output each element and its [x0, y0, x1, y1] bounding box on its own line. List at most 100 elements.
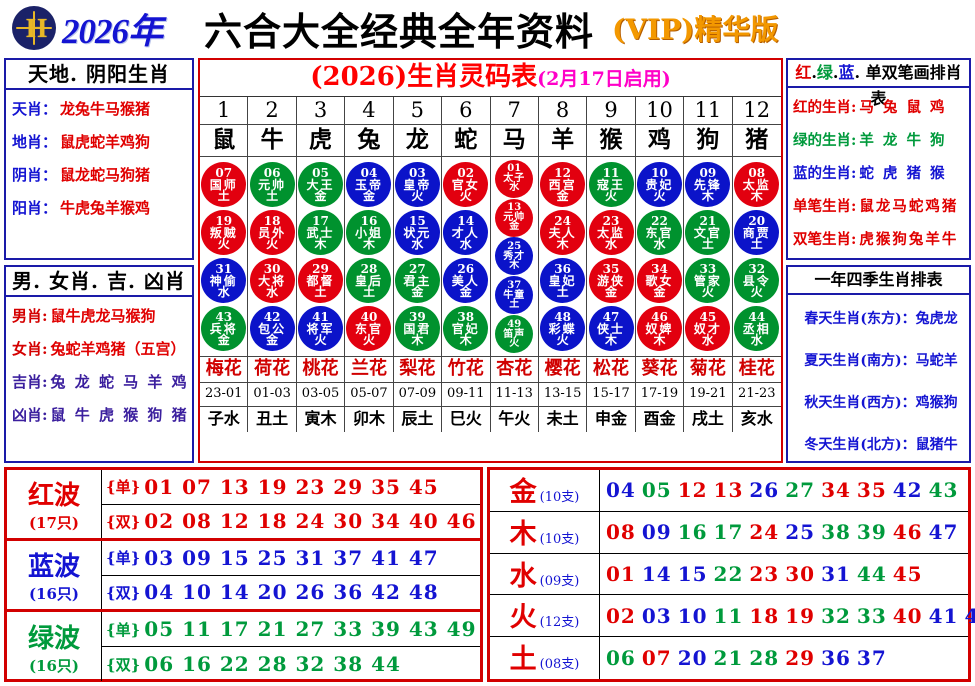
code-circle[interactable]: 18 员外火 [249, 210, 295, 255]
code-circle[interactable]: 25 秀才木 [495, 237, 534, 276]
circle-element: 金 [509, 221, 520, 233]
code-circle[interactable]: 29 都督土 [298, 258, 344, 303]
code-circle[interactable]: 30 大将水 [249, 258, 295, 303]
code-circle[interactable]: 37 牛童土 [495, 276, 534, 315]
code-circle[interactable]: 11 寇王火 [588, 162, 634, 207]
circle-role: 大将 [258, 274, 287, 288]
code-circle[interactable]: 22 东官水 [636, 210, 682, 255]
row-key: 地肖： [12, 133, 58, 151]
time-range-cell: 07-09 [393, 383, 443, 407]
circle-number: 21 [699, 214, 717, 228]
code-circle[interactable]: 40 东官火 [346, 306, 392, 351]
code-circle[interactable]: 44 丞相水 [734, 306, 780, 351]
code-circle[interactable]: 27 君主金 [394, 258, 440, 303]
code-circle[interactable]: 43 兵将金 [201, 306, 247, 351]
circle-role: 玉帝 [354, 178, 383, 192]
code-circle[interactable]: 16 小姐木 [346, 210, 392, 255]
season-row: 夏天生肖(南方)：马蛇羊 [804, 353, 958, 369]
wave-label: 绿波 [27, 623, 80, 654]
code-circle[interactable]: 09 先锋木 [685, 162, 731, 207]
element-label: 火 [509, 602, 537, 634]
element-number: 32 [821, 603, 851, 628]
row-value: 兔 龙 蛇 马 羊 鸡 [50, 373, 189, 391]
code-circle[interactable]: 32 县令火 [734, 258, 780, 303]
row-value: 鼠龙蛇马狗猪 [60, 166, 151, 184]
code-circle[interactable]: 14 才人水 [443, 210, 489, 255]
circle-number: 29 [312, 262, 329, 276]
code-circle[interactable]: 38 官妃木 [443, 306, 489, 351]
code-circle[interactable]: 45 奴才水 [685, 306, 731, 351]
code-circle[interactable]: 41 将军火 [298, 306, 344, 351]
circle-element: 金 [459, 285, 472, 299]
circle-element: 木 [362, 237, 375, 251]
element-number: 39 [856, 520, 887, 545]
code-circle[interactable]: 31 神偷水 [201, 258, 247, 303]
branch-element-cell: 巳火 [442, 407, 491, 432]
code-circle[interactable]: 23 太监水 [588, 210, 634, 255]
code-circle[interactable]: 06 元帅土 [249, 162, 295, 207]
code-circle[interactable]: 01 太子水 [495, 159, 534, 198]
element-number: 07 [641, 646, 672, 671]
element-numbers: 06 07 20 21 28 29 36 37 [600, 646, 968, 670]
code-circle[interactable]: 26 美人金 [443, 258, 489, 303]
code-circle[interactable]: 47 侠士木 [588, 306, 634, 351]
flower-cell: 竹花 [442, 357, 491, 383]
zodiac-name-cell: 羊 [538, 125, 588, 157]
element-number: 47 [928, 520, 959, 545]
year-label: 2026年 [62, 11, 163, 51]
code-circle[interactable]: 03 皇帝火 [394, 162, 440, 207]
heaven-earth-row: 阳肖： 牛虎兔羊猴鸡 [6, 191, 192, 224]
code-circle[interactable]: 02 官女火 [443, 162, 489, 207]
circle-element: 木 [556, 237, 569, 251]
code-circle[interactable]: 42 包公金 [249, 306, 295, 351]
row-value: 兔蛇羊鸡猪（五宫） [50, 340, 186, 358]
title-part: 蓝 [838, 63, 855, 82]
circle-number: 11 [602, 166, 620, 180]
branch-element-cell: 丑土 [248, 407, 297, 432]
code-circle[interactable]: 39 国君木 [394, 306, 440, 351]
element-number: 22 [713, 561, 744, 586]
code-circle[interactable]: 20 商贾土 [734, 210, 780, 255]
code-circle[interactable]: 10 贵妃火 [636, 162, 682, 207]
element-number: 16 [677, 520, 708, 545]
code-circle[interactable]: 15 状元水 [394, 210, 440, 255]
code-circle[interactable]: 04 玉帝金 [346, 162, 392, 207]
row-value: 牛虎兔羊猴鸡 [60, 199, 151, 217]
circle-element: 土 [362, 285, 375, 299]
code-circle[interactable]: 35 游侠金 [588, 258, 634, 303]
circle-element: 金 [217, 333, 230, 347]
element-number: 14 [641, 561, 672, 586]
male-female-row: 凶肖: 鼠 牛 虎 猴 狗 猪 [6, 398, 192, 431]
code-circle[interactable]: 46 奴婢木 [636, 306, 682, 351]
code-circle[interactable]: 12 西宫金 [540, 162, 586, 207]
element-label: 木 [509, 518, 537, 550]
element-number: 45 [892, 561, 923, 586]
code-circle[interactable]: 08 太监木 [734, 162, 780, 207]
color-stroke-row: 蓝的生肖: 蛇 虎 猪 猴 [788, 156, 969, 189]
code-circle[interactable]: 21 文官土 [685, 210, 731, 255]
element-row: 水 (09支) 01 14 15 22 23 30 31 44 45 [490, 553, 968, 596]
code-circle[interactable]: 36 皇妃土 [540, 258, 586, 303]
code-circle[interactable]: 17 武士木 [298, 210, 344, 255]
element-count: (10支) [539, 531, 580, 547]
row-key: 绿的生肖: [793, 132, 857, 149]
code-circle[interactable]: 33 管家火 [685, 258, 731, 303]
branch-element-cell: 午火 [491, 407, 539, 432]
code-circle[interactable]: 24 夫人木 [540, 210, 586, 255]
wave-count: (16只) [28, 585, 80, 603]
code-circle[interactable]: 07 国师土 [201, 162, 247, 207]
row-value: 鼠 牛 虎 猴 狗 猪 [50, 406, 189, 424]
circle-role: 管家 [693, 274, 722, 288]
circle-role: 皇后 [354, 274, 383, 288]
code-circle[interactable]: 34 歌女金 [636, 258, 682, 303]
code-circle[interactable]: 13 元帅金 [495, 198, 534, 237]
element-number: 13 [713, 478, 744, 503]
code-circle[interactable]: 05 大王金 [298, 162, 344, 207]
circle-number: 32 [748, 262, 766, 276]
code-circle[interactable]: 19 叛贼火 [201, 210, 247, 255]
code-circle[interactable]: 48 彩蝶火 [540, 306, 586, 351]
circle-element: 金 [266, 333, 279, 347]
circle-element: 土 [314, 285, 327, 299]
code-circle[interactable]: 49 笛声火 [495, 315, 534, 354]
code-circle[interactable]: 28 皇后土 [346, 258, 392, 303]
